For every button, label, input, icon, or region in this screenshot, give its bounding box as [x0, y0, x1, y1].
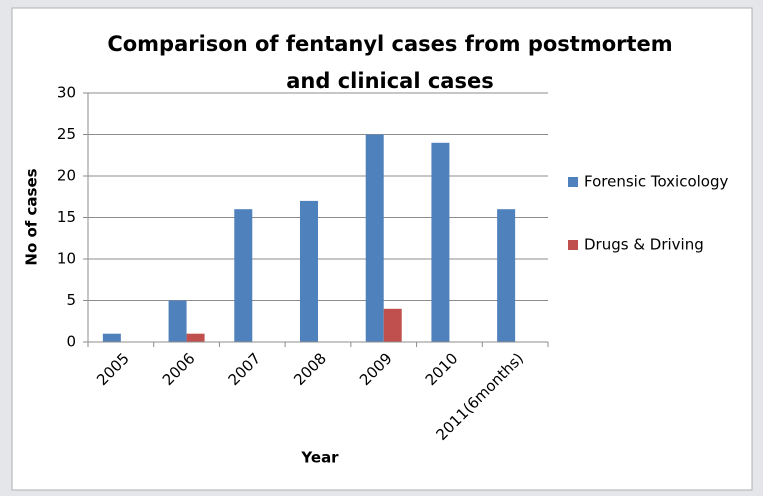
bar: [497, 209, 516, 342]
bar: [365, 134, 384, 342]
y-tick-label: 25: [57, 125, 76, 143]
bar: [431, 142, 450, 342]
bar: [168, 300, 187, 342]
x-axis-title: Year: [300, 449, 339, 467]
y-tick-label: 15: [57, 208, 76, 226]
bar: [186, 333, 205, 342]
y-tick-label: 10: [57, 250, 76, 268]
legend-swatch: [568, 240, 578, 250]
y-tick-label: 30: [57, 84, 76, 102]
bar: [102, 333, 121, 342]
bar: [300, 200, 318, 342]
y-tick-label: 20: [57, 167, 76, 185]
bar: [383, 308, 402, 342]
legend-label: Forensic Toxicology: [584, 173, 729, 191]
bar: [234, 209, 253, 342]
chart-title: Comparison of fentanyl cases from postmo…: [107, 32, 672, 56]
legend-label: Drugs & Driving: [584, 236, 704, 254]
chart-title: and clinical cases: [286, 69, 493, 93]
y-tick-label: 0: [66, 333, 76, 351]
legend-swatch: [568, 177, 578, 187]
y-axis-title: No of cases: [23, 168, 41, 265]
y-tick-label: 5: [66, 291, 76, 309]
